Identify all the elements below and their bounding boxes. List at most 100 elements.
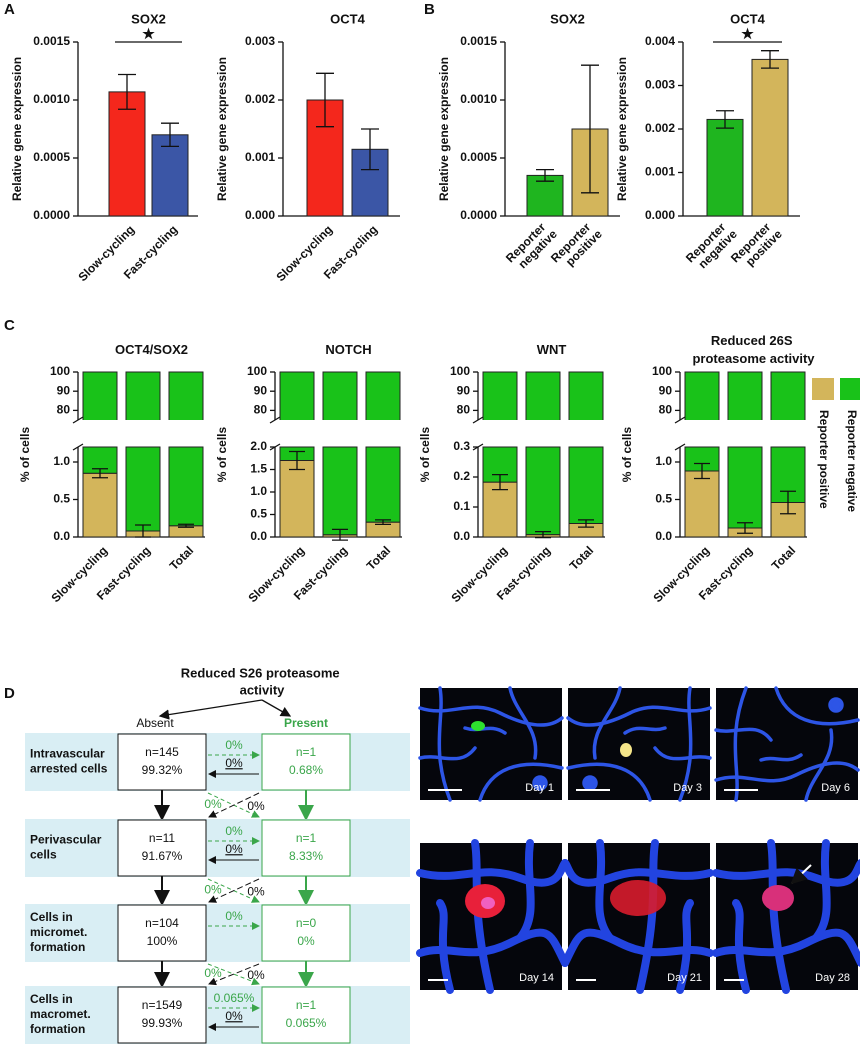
count: n=145 (145, 745, 179, 759)
count: n=11 (149, 831, 175, 845)
error-bar (361, 128, 379, 171)
y-tick-label: 0.0015 (460, 34, 497, 48)
y-tick-label: 0.003 (245, 34, 275, 48)
axis-break (472, 416, 484, 451)
branch-arrow (158, 699, 263, 720)
y-axis-title: Relative gene expression (437, 57, 451, 201)
bar (108, 91, 146, 217)
x-tick-label: Reporter positive (728, 218, 785, 275)
error-bar (332, 528, 348, 541)
error-bar (92, 468, 108, 479)
percent: 8.33% (289, 849, 323, 863)
y-axis-title: Relative gene expression (215, 57, 229, 201)
day-label: Day 14 (519, 972, 554, 984)
bar-segment (482, 481, 518, 538)
bar-segment (525, 371, 561, 536)
y-tick-label: 0.0000 (460, 208, 497, 222)
y-tick-label: 0.000 (645, 208, 675, 222)
y-tick-label: 0.5 (655, 492, 672, 506)
legend-label: Reporter negative (845, 410, 859, 512)
transition-rate: 0% (225, 756, 243, 770)
y-tick-label: 0.001 (245, 150, 275, 164)
panel-label: D (4, 685, 15, 702)
error-bar (535, 530, 551, 539)
x-tick-label: Reporter negative (683, 218, 740, 275)
y-tick-label: 100 (247, 364, 267, 378)
column-label: Absent (136, 716, 174, 730)
percent: 100% (147, 934, 178, 948)
y-tick-label: 100 (652, 364, 672, 378)
column-label: Present (284, 716, 328, 730)
micrograph: Day 3 (566, 686, 712, 802)
significance-mark: ★ (741, 26, 754, 42)
chart-title: SOX2 (131, 11, 166, 26)
transition-rate: 0% (225, 738, 243, 752)
axis-break (269, 416, 281, 451)
error-bar (161, 122, 179, 148)
y-tick-label: 90 (57, 383, 71, 397)
transition-arrow (208, 792, 260, 818)
count: n=1 (296, 831, 317, 845)
bar-segment (727, 371, 763, 529)
absent-box (117, 904, 207, 962)
row-label: Cells in macromet. formation (30, 992, 94, 1036)
transition-rate: 0% (204, 797, 222, 811)
absent-box (117, 986, 207, 1044)
y-tick-label: 0.002 (245, 92, 275, 106)
y-tick-label: 0.5 (53, 492, 70, 506)
axis-break (674, 416, 686, 451)
y-tick-label: 80 (457, 403, 471, 417)
transition-rate: 0.065% (214, 991, 255, 1005)
chart-title: OCT4 (730, 11, 765, 26)
count: n=0 (296, 916, 317, 930)
present-box (261, 986, 351, 1044)
y-tick-label: 0.0005 (460, 150, 497, 164)
percent: 0.68% (289, 763, 323, 777)
x-tick-label: Total (567, 543, 597, 573)
row-label: Cells in micromet. formation (30, 910, 91, 954)
y-tick-label: 1.5 (250, 462, 267, 476)
y-axis-title: Relative gene expression (615, 57, 629, 201)
legend-swatch (812, 378, 834, 400)
bar (751, 58, 789, 217)
transition-rate: 0% (247, 885, 265, 899)
bar (151, 134, 189, 217)
transition-rate: 0% (225, 824, 243, 838)
transition-rate: 0% (204, 966, 222, 980)
error-bar (694, 462, 710, 480)
error-bar (289, 450, 305, 471)
y-tick-label: 1.0 (655, 454, 672, 468)
absent-box (117, 819, 207, 877)
day-label: Day 1 (525, 782, 554, 794)
error-bar (536, 168, 554, 182)
chart-title: NOTCH (325, 342, 371, 357)
bar-segment (684, 470, 720, 538)
error-bar (581, 64, 599, 194)
error-bar (761, 50, 779, 69)
bar-segment (168, 371, 204, 527)
row-label: Perivascular cells (30, 833, 105, 862)
percent: 91.67% (142, 849, 183, 863)
y-tick-label: 80 (57, 403, 71, 417)
y-tick-label: 90 (659, 383, 673, 397)
branch-arrow (261, 699, 292, 717)
bar-segment (365, 371, 401, 523)
y-tick-label: 0.003 (645, 78, 675, 92)
chart-title: OCT4/SOX2 (115, 342, 188, 357)
y-tick-label: 100 (50, 364, 70, 378)
y-axis-title: % of cells (18, 427, 32, 483)
y-axis-title: % of cells (215, 427, 229, 483)
y-tick-label: 0.0 (655, 529, 672, 543)
bar-segment (279, 460, 315, 538)
bar (306, 99, 344, 217)
bar-segment (125, 371, 161, 532)
bar-segment (279, 371, 315, 461)
chart-title: SOX2 (550, 11, 585, 26)
panel-label: B (424, 1, 435, 18)
micrograph: Day 1 (418, 686, 564, 802)
row-label: Intravascular arrested cells (30, 747, 108, 776)
transition-arrow (207, 878, 260, 903)
transition-rate: 0% (204, 883, 222, 897)
legend-label: Reporter positive (817, 410, 831, 509)
transition-arrow (208, 878, 260, 903)
